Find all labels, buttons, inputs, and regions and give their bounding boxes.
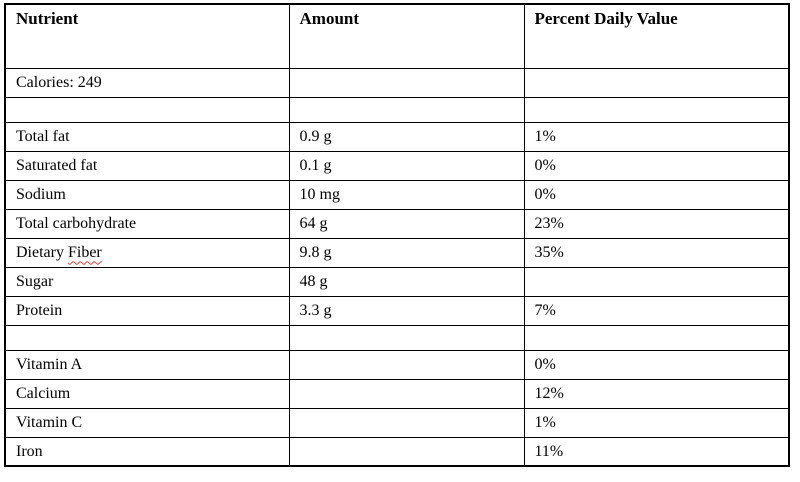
percent-cell: 12%	[523, 378, 790, 409]
amount-cell	[288, 96, 525, 123]
percent-cell: 0%	[523, 179, 790, 210]
nutrient-cell	[4, 324, 290, 351]
amount-cell	[288, 436, 525, 467]
percent-cell: 35%	[523, 237, 790, 268]
amount-cell	[288, 67, 525, 98]
table-row: Vitamin C 1%	[4, 407, 790, 438]
percent-cell	[523, 67, 790, 98]
percent-cell	[523, 266, 790, 297]
nutrient-cell: Vitamin A	[4, 349, 290, 380]
nutrient-cell: Dietary Fiber	[4, 237, 290, 268]
column-header-percent-daily-value: Percent Daily Value	[523, 3, 790, 69]
nutrient-cell: Saturated fat	[4, 150, 290, 181]
spacer-row	[4, 96, 790, 123]
percent-cell: 1%	[523, 121, 790, 152]
amount-cell: 0.1 g	[288, 150, 525, 181]
column-header-nutrient: Nutrient	[4, 3, 290, 69]
amount-cell	[288, 407, 525, 438]
amount-cell	[288, 324, 525, 351]
nutrient-cell: Iron	[4, 436, 290, 467]
amount-cell: 10 mg	[288, 179, 525, 210]
table-row: Dietary Fiber 9.8 g 35%	[4, 237, 790, 268]
amount-cell: 64 g	[288, 208, 525, 239]
nutrient-cell: Protein	[4, 295, 290, 326]
nutrient-cell: Calcium	[4, 378, 290, 409]
amount-cell	[288, 378, 525, 409]
nutrient-cell	[4, 96, 290, 123]
nutrient-cell: Calories: 249	[4, 67, 290, 98]
nutrition-table: Nutrient Amount Percent Daily Value Calo…	[4, 3, 790, 467]
percent-cell: 11%	[523, 436, 790, 467]
table-row: Vitamin A 0%	[4, 349, 790, 380]
table-row: Total carbohydrate 64 g 23%	[4, 208, 790, 239]
misspelled-word: Fiber	[67, 243, 102, 261]
table-body: Calories: 249 Total fat 0.9 g 1% Saturated f…	[4, 67, 790, 467]
percent-cell: 7%	[523, 295, 790, 326]
nutrient-cell: Sugar	[4, 266, 290, 297]
amount-cell: 48 g	[288, 266, 525, 297]
table-row: Saturated fat 0.1 g 0%	[4, 150, 790, 181]
nutrient-cell: Sodium	[4, 179, 290, 210]
amount-cell: 3.3 g	[288, 295, 525, 326]
table-row: Iron 11%	[4, 436, 790, 467]
spacer-row	[4, 324, 790, 351]
amount-cell	[288, 349, 525, 380]
amount-cell: 9.8 g	[288, 237, 525, 268]
percent-cell	[523, 96, 790, 123]
header-row: Nutrient Amount Percent Daily Value	[4, 3, 790, 69]
amount-cell: 0.9 g	[288, 121, 525, 152]
table-row: Sodium 10 mg 0%	[4, 179, 790, 210]
percent-cell	[523, 324, 790, 351]
percent-cell: 0%	[523, 349, 790, 380]
table-row: Protein 3.3 g 7%	[4, 295, 790, 326]
table-row: Calories: 249	[4, 67, 790, 98]
table-row: Total fat 0.9 g 1%	[4, 121, 790, 152]
nutrient-cell: Vitamin C	[4, 407, 290, 438]
table-row: Calcium 12%	[4, 378, 790, 409]
column-header-amount: Amount	[288, 3, 525, 69]
nutrient-cell: Total carbohydrate	[4, 208, 290, 239]
percent-cell: 1%	[523, 407, 790, 438]
percent-cell: 0%	[523, 150, 790, 181]
table-row: Sugar 48 g	[4, 266, 790, 297]
percent-cell: 23%	[523, 208, 790, 239]
nutrient-cell: Total fat	[4, 121, 290, 152]
